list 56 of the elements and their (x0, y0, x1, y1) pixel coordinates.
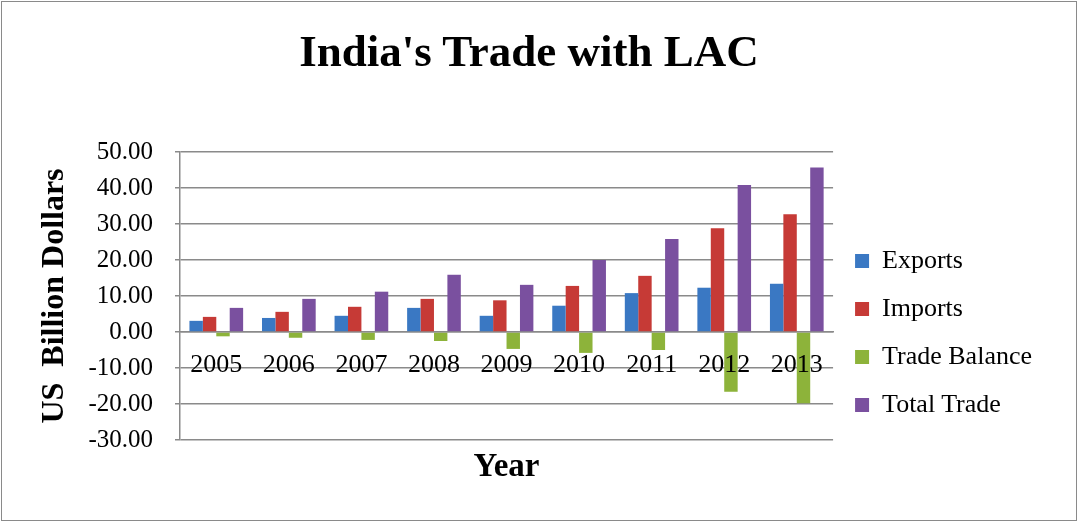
y-tick-label: -30.00 (88, 424, 153, 452)
bar (552, 305, 566, 332)
bar (493, 300, 507, 332)
bar (347, 306, 362, 332)
bar (737, 185, 752, 332)
x-tick-label: 2010 (553, 349, 606, 379)
bar (189, 320, 203, 332)
x-tick-label: 2007 (335, 349, 388, 379)
bar (275, 311, 289, 332)
bar (202, 316, 217, 332)
y-tick-label: -20.00 (88, 388, 153, 416)
bar (769, 283, 784, 332)
bar (302, 298, 316, 332)
y-tick-label: 40.00 (96, 172, 153, 200)
bar (710, 228, 725, 332)
x-tick-label: 2009 (480, 349, 533, 379)
y-tick-label: 50.00 (96, 136, 153, 164)
bar (638, 275, 652, 332)
bar (262, 317, 276, 332)
y-tick-label: -10.00 (88, 352, 153, 380)
x-tick-label: 2011 (626, 349, 678, 379)
x-tick-label: 2005 (190, 349, 243, 379)
bar (651, 332, 666, 350)
bar (361, 332, 375, 340)
legend-label: Imports (882, 292, 963, 322)
x-tick-label: 2008 (407, 349, 460, 379)
bar (374, 291, 389, 332)
bar (519, 284, 534, 332)
y-tick-label: 30.00 (96, 208, 153, 236)
bar (783, 214, 797, 332)
bar (624, 293, 639, 332)
bar (433, 332, 448, 341)
y-tick-label: 20.00 (96, 244, 153, 272)
y-axis-title: US Billion Dollars (34, 168, 71, 424)
legend-label: Trade Balance (882, 340, 1033, 370)
bar (288, 332, 303, 338)
bar (579, 332, 593, 353)
bar (229, 307, 244, 332)
bar (479, 315, 494, 332)
x-axis-title: Year (473, 446, 540, 484)
chart-title: India's Trade with LAC (299, 25, 759, 76)
bar (447, 274, 461, 332)
bar (506, 332, 520, 349)
bar (334, 315, 348, 332)
bar (665, 239, 679, 332)
y-tick-label: 10.00 (96, 280, 153, 308)
bar (592, 260, 606, 332)
bar (697, 287, 711, 332)
bar (407, 307, 421, 332)
legend-label: Total Trade (882, 388, 1001, 418)
x-tick-label: 2006 (262, 349, 315, 379)
legend-label: Exports (882, 244, 963, 274)
y-tick-label: 0.00 (109, 316, 153, 344)
bar (810, 167, 824, 332)
bar (565, 285, 580, 332)
bar (420, 298, 434, 332)
